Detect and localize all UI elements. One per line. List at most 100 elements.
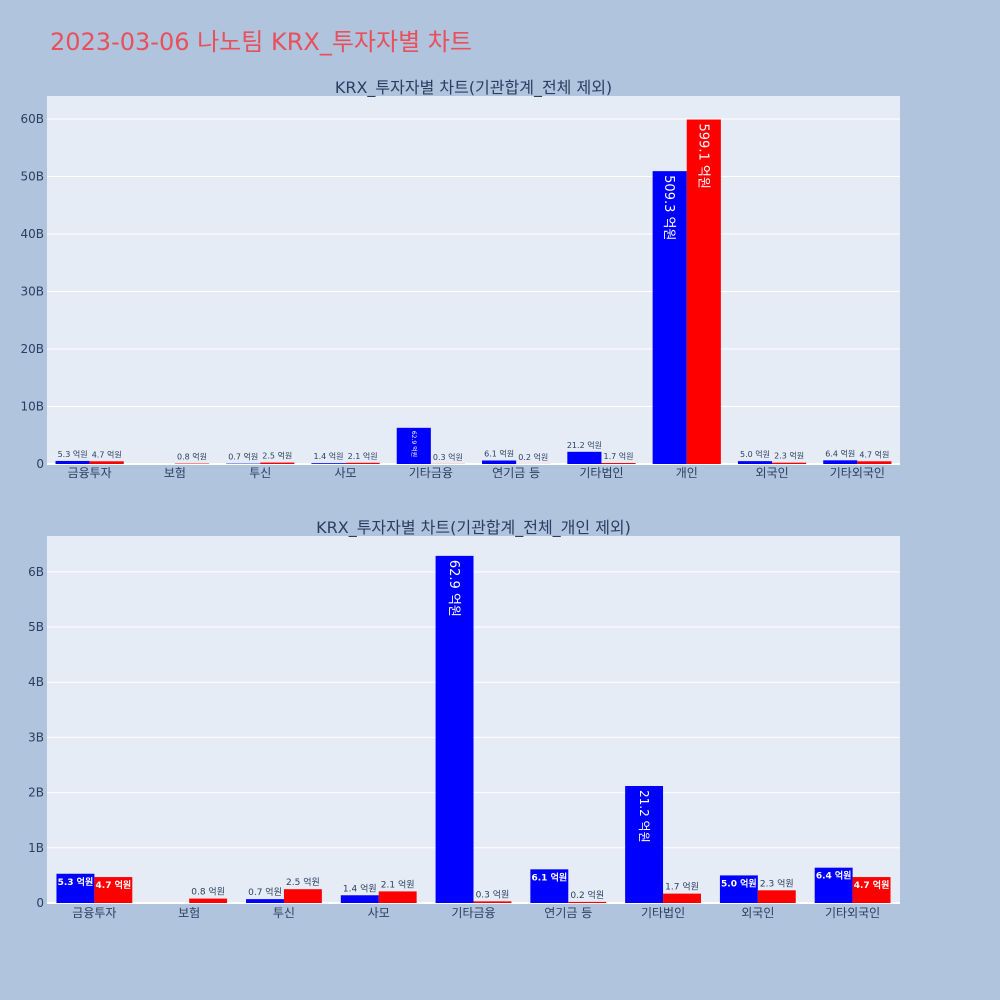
buy-bar [311, 463, 346, 464]
x-tick-label: 금융투자 [68, 466, 112, 480]
x-tick-label: 기타금융 [409, 466, 453, 480]
buy-bar [567, 451, 602, 464]
bar-value-label: 21.2 억원 [567, 440, 602, 450]
bar-value-label: 0.3 억원 [433, 452, 463, 462]
chart-top: 0 10B 20B 30B 40B 50B 60B KRX_투자자별 차트(기관합계_전체 제… [20, 78, 900, 480]
bar-value-label: 6.1 억원 [532, 871, 568, 883]
x-tick-label: 기타금융 [451, 906, 495, 920]
bar-value-label: 6.4 억원 [825, 448, 855, 458]
buy-bar [823, 460, 858, 464]
x-tick-label: 보험 [164, 466, 186, 480]
buy-bar [435, 555, 474, 903]
y-tick-label: 2B [28, 786, 44, 800]
bar-value-label: 5.3 억원 [58, 449, 88, 459]
chart-title: KRX_투자자별 차트(기관합계_전체_개인 제외) [316, 518, 631, 538]
y-tick-label: 10B [20, 400, 44, 414]
buy-bar [737, 461, 773, 464]
sell-bar [601, 463, 636, 464]
page-title: 2023-03-06 나노팀 KRX_투자자별 차트 [50, 28, 472, 56]
y-tick-label: 0 [36, 896, 44, 910]
sell-bar [568, 901, 607, 903]
bar-value-label: 4.7 억원 [96, 879, 132, 891]
bar-value-label: 2.1 억원 [348, 451, 378, 461]
plot-area [47, 96, 900, 464]
y-tick-label: 60B [20, 112, 44, 126]
sell-bar [857, 461, 892, 464]
y-tick-label: 3B [28, 730, 44, 744]
sell-bar [686, 119, 721, 464]
bar-value-label: 5.0 억원 [740, 449, 770, 459]
x-tick-label: 기타법인 [641, 906, 685, 920]
x-tick-label: 개인 [676, 466, 698, 480]
bar-value-label: 2.3 억원 [774, 451, 804, 461]
bar-value-label: 0.8 억원 [177, 452, 207, 462]
buy-bar [652, 171, 687, 464]
x-tick-label: 투신 [249, 466, 271, 480]
buy-bar [482, 460, 517, 464]
bar-value-label: 4.7 억원 [859, 449, 889, 459]
buy-bar [340, 895, 379, 903]
sell-bar [378, 891, 417, 903]
x-tick-label: 금융투자 [72, 906, 116, 920]
bar-value-label: 0.2 억원 [570, 889, 604, 901]
buy-bar [396, 427, 431, 464]
bar-value-label: 0.2 억원 [518, 452, 548, 462]
buy-bar [56, 873, 95, 903]
x-tick-label: 사모 [335, 466, 357, 480]
bar-value-label: 62.9 억원 [410, 431, 418, 457]
sell-bar [189, 898, 228, 903]
bar-value-label: 62.9 억원 [446, 560, 461, 617]
bar-value-label: 2.1 억원 [381, 878, 415, 890]
chart-title: KRX_투자자별 차트(기관합계_전체 제외) [335, 78, 612, 98]
x-tick-label: 투신 [273, 906, 295, 920]
y-tick-label: 20B [20, 342, 44, 356]
buy-bar [530, 869, 569, 903]
bar-value-label: 6.4 억원 [816, 870, 852, 882]
x-tick-label: 연기금 등 [492, 466, 540, 480]
chart-bottom: 0 1B 2B 3B 4B 5B 6B KRX_투자자별 차트(기관합계_전체_개인 제외) 금… [28, 518, 900, 920]
sell-bar [260, 462, 295, 464]
sell-bar [852, 877, 891, 903]
y-tick-label: 50B [20, 170, 44, 184]
bar-value-label: 2.5 억원 [262, 451, 292, 461]
bar-value-label: 1.4 억원 [343, 882, 377, 894]
sell-bar [94, 877, 133, 903]
bar-value-label: 6.1 억원 [484, 448, 514, 458]
x-tick-label: 외국인 [755, 466, 788, 480]
bar-value-label: 4.7 억원 [854, 879, 890, 891]
bar-value-label: 1.4 억원 [313, 451, 343, 461]
y-tick-label: 30B [20, 285, 44, 299]
bar-value-label: 0.7 억원 [248, 886, 282, 898]
y-tick-label: 0 [36, 457, 44, 471]
bar-value-label: 1.7 억원 [665, 881, 699, 893]
sell-bar [663, 893, 701, 903]
buy-bar [246, 899, 284, 903]
x-tick-label: 보험 [178, 906, 200, 920]
y-tick-label: 5B [28, 620, 44, 634]
x-tick-label: 기타외국인 [825, 906, 880, 920]
bar-value-label: 5.0 억원 [721, 877, 757, 889]
bar-value-label: 509.3 억원 [661, 175, 676, 240]
x-tick-label: 기타외국인 [830, 466, 885, 480]
sell-bar [473, 901, 512, 903]
buy-bar [55, 460, 90, 464]
bar-value-label: 2.5 억원 [286, 876, 320, 888]
y-tick-label: 6B [28, 565, 44, 579]
sell-bar [89, 461, 124, 464]
sell-bar [772, 462, 807, 464]
bar-value-label: 2.3 억원 [760, 877, 794, 889]
x-tick-label: 사모 [368, 906, 390, 920]
x-tick-label: 연기금 등 [544, 906, 592, 920]
bar-value-label: 0.3 억원 [476, 888, 510, 900]
y-tick-label: 1B [28, 841, 44, 855]
bar-value-label: 0.8 억원 [191, 886, 225, 898]
buy-bar [625, 786, 664, 903]
bar-value-label: 1.7 억원 [604, 451, 634, 461]
buy-bar [719, 875, 758, 903]
y-tick-label: 40B [20, 227, 44, 241]
bar-value-label: 599.1 억원 [695, 124, 710, 189]
bar-value-label: 5.3 억원 [58, 876, 94, 888]
bar-value-label: 4.7 억원 [92, 449, 122, 459]
buy-bar [814, 867, 853, 903]
sell-bar [757, 890, 796, 903]
